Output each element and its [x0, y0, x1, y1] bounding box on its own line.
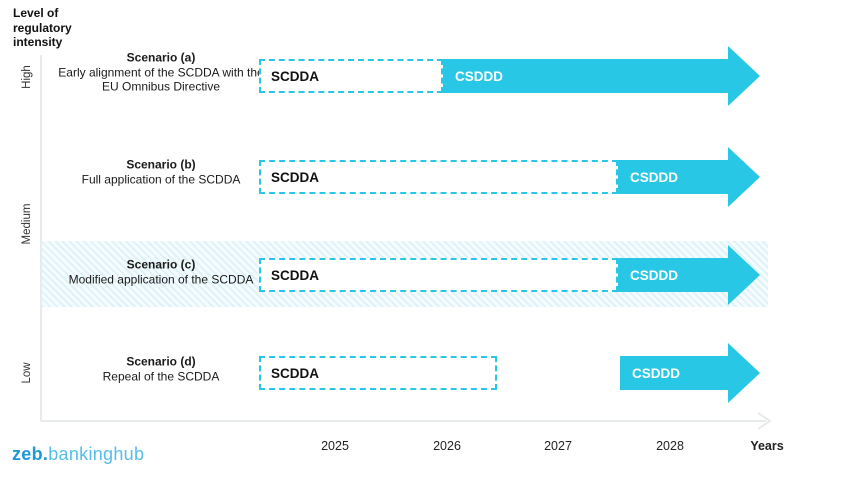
scenario-c-scdda-label: SCDDA [271, 267, 320, 283]
scenario-a-description: Early alignment of the SCDDA with the EU… [58, 64, 264, 94]
scenario-a-scdda-label: SCDDA [271, 68, 320, 84]
scenario-b-description: Full application of the SCDDA [81, 172, 241, 186]
y-level-high: High [21, 65, 33, 89]
scenario-a-csddd-arrow: CSDDD [443, 59, 728, 93]
scenario-a-title: Scenario (a) [126, 50, 196, 65]
x-tick-2026: 2026 [433, 439, 461, 453]
scenario-b-csddd-arrow-head-icon [728, 147, 760, 207]
scenario-c-csddd-arrow-head-icon [728, 245, 760, 305]
scenario-a-label: Scenario (a) Early alignment of the SCDD… [55, 50, 267, 94]
scenario-d-title: Scenario (d) [126, 354, 196, 369]
scenario-a-csddd-arrow-head-icon [728, 46, 760, 106]
x-axis-arrow-icon [757, 412, 772, 430]
x-tick-2028: 2028 [656, 439, 684, 453]
scenario-c-csddd-arrow: CSDDD [618, 258, 728, 292]
scenario-c-scdda-box: SCDDA [259, 258, 618, 292]
zeb-bankinghub-logo: zeb.bankinghub [12, 444, 144, 465]
scenario-d-csddd-label: CSDDD [632, 365, 681, 381]
scenario-c-csddd-label: CSDDD [630, 267, 679, 283]
scenario-a-csddd-label: CSDDD [455, 68, 504, 84]
scenario-b-scdda-label: SCDDA [271, 169, 320, 185]
y-level-low: Low [21, 362, 33, 384]
x-tick-2027: 2027 [544, 439, 572, 453]
scenario-c-title: Scenario (c) [126, 257, 196, 272]
y-level-medium: Medium [21, 203, 33, 245]
scenario-d-description: Repeal of the SCDDA [102, 369, 220, 383]
scenario-d-csddd-arrow-head-icon [728, 343, 760, 403]
scenario-d-csddd-arrow: CSDDD [620, 356, 728, 390]
x-tick-2025: 2025 [321, 439, 349, 453]
scenario-d-scdda-box: SCDDA [259, 356, 497, 390]
y-axis-title: Level of regulatory intensity [13, 6, 72, 49]
scenario-b-csddd-arrow: CSDDD [618, 160, 728, 194]
scenario-b-scdda-box: SCDDA [259, 160, 618, 194]
scenario-c-label: Scenario (c) Modified application of the… [55, 258, 267, 287]
scenario-b-label: Scenario (b) Full application of the SCD… [55, 158, 267, 187]
scenario-b-title: Scenario (b) [126, 157, 196, 172]
scenario-d-label: Scenario (d) Repeal of the SCDDA [55, 355, 267, 384]
scenario-a-scdda-box: SCDDA [259, 59, 443, 93]
scenario-b-csddd-label: CSDDD [630, 169, 679, 185]
scenario-d-scdda-label: SCDDA [271, 365, 320, 381]
scenario-c-description: Modified application of the SCDDA [68, 272, 254, 286]
logo-primary-text: zeb. [12, 444, 49, 464]
x-axis-label-years: Years [750, 439, 784, 453]
logo-secondary-text: bankinghub [48, 444, 145, 464]
